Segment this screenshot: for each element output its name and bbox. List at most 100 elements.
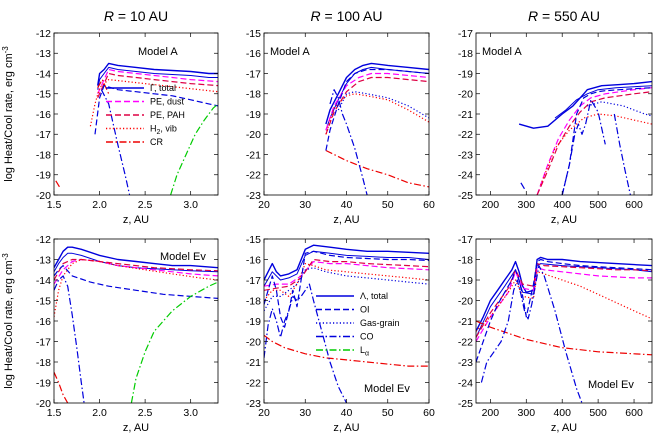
series-co-line	[520, 182, 526, 190]
series-pe_dust-line	[476, 267, 652, 342]
panel-1-1: 1.5 2.0 2.5 3.0 -20 -19 -18 -17 -16 -15 -14 -13 -12 z…	[1, 28, 219, 226]
series-h2-line	[540, 113, 652, 186]
model-label: Model Ev	[364, 383, 410, 395]
series-h2-line	[264, 263, 429, 301]
y-tick-label: -23	[246, 398, 261, 410]
y-tick-label: -15	[36, 295, 51, 307]
y-tick-label: -19	[458, 68, 473, 80]
y-tick-label: -20	[458, 89, 473, 101]
y-tick-label: -25	[458, 190, 473, 202]
x-tick-label: 200	[482, 407, 500, 419]
series-pe_pah-line	[325, 76, 429, 135]
x-tick-label: 1.5	[47, 199, 62, 211]
x-tick-label: 2.5	[138, 407, 153, 419]
x-tick-label: 20	[258, 407, 270, 419]
series-cr-line	[54, 372, 69, 403]
x-tick-label: 600	[625, 407, 643, 419]
x-axis-label: z, AU	[123, 422, 149, 434]
y-tick-label: -16	[246, 48, 261, 60]
series-oi-line	[264, 250, 429, 328]
y-tick-label: -23	[458, 149, 473, 161]
y-tick-label: -13	[36, 48, 51, 60]
y-tick-label: -18	[36, 149, 51, 161]
series-h2-line	[476, 271, 652, 332]
y-tick-label: -19	[36, 377, 51, 389]
x-tick-label: 500	[589, 199, 607, 211]
series-oi-line	[94, 84, 218, 135]
y-tick-label: -23	[246, 190, 261, 202]
series-group	[325, 62, 429, 195]
y-axis-label: log Heat/Cool rate, erg cm-3	[1, 46, 15, 182]
x-axis-label: z, AU	[551, 422, 577, 434]
x-tick-label: 40	[341, 407, 353, 419]
y-tick-label: -20	[246, 336, 261, 348]
series-gas_grain-line	[337, 91, 429, 119]
y-tick-label: -17	[36, 129, 51, 141]
series-oi-line	[476, 258, 652, 363]
panel-1-2: 20 30 40 50 60 -23 -22 -21 -20 -19 -18 -17 -16 -15 z, …	[246, 28, 435, 226]
x-tick-label: 40	[341, 199, 353, 211]
series-pe_dust-line	[325, 72, 429, 131]
y-tick-label: -15	[36, 89, 51, 101]
y-tick-label: -21	[458, 316, 473, 328]
y-tick-label: -25	[458, 398, 473, 410]
panel-2-2: 20 30 40 50 60 -23 -22 -21 -20 -19 -18 -17 -16 -15 z, …	[246, 234, 435, 434]
legend-label: OI	[360, 305, 370, 315]
y-tick-label: -18	[36, 357, 51, 369]
x-tick-label: 2.0	[92, 199, 107, 211]
x-tick-label: 400	[553, 199, 571, 211]
series-co-line	[264, 283, 348, 403]
y-tick-label: -20	[458, 295, 473, 307]
y-tick-label: -21	[246, 357, 261, 369]
model-label: Model Ev	[160, 251, 206, 263]
x-tick-label: 3.0	[183, 407, 198, 419]
y-tick-label: -17	[246, 275, 261, 287]
series-total-line	[325, 66, 429, 131]
series-lya-line	[170, 103, 218, 195]
series-total-line	[97, 66, 218, 90]
series-pe_dust-line	[54, 258, 218, 285]
legend-label: CR	[150, 137, 163, 147]
y-tick-label: -21	[458, 109, 473, 121]
x-tick-label: 60	[423, 199, 435, 211]
series-total-line	[264, 244, 429, 281]
y-tick-label: -12	[36, 28, 51, 40]
legend-label: Λ, total	[360, 291, 388, 301]
y-tick-label: -18	[458, 254, 473, 266]
x-tick-label: 20	[258, 199, 270, 211]
legend-label: Lα	[360, 345, 369, 358]
y-axis-label: log Heat/Cool rate, erg cm-3	[1, 253, 15, 389]
plot-frame	[53, 238, 219, 404]
y-tick-label: -17	[246, 68, 261, 80]
y-tick-label: -24	[458, 377, 473, 389]
model-label: Model A	[138, 46, 178, 58]
series-oi-line	[561, 87, 652, 195]
y-tick-label: -16	[36, 316, 51, 328]
series-cr-line	[325, 149, 429, 188]
x-tick-label: 3.0	[183, 199, 198, 211]
series-h2-line	[54, 258, 218, 318]
series-co-line	[613, 113, 631, 195]
series-gas_grain-line	[587, 101, 652, 117]
column-title-3: R = 550 AU	[528, 8, 600, 24]
series-pe_pah-line	[264, 258, 429, 291]
series-co-line	[54, 275, 85, 403]
y-tick-label: -17	[458, 234, 473, 246]
y-tick-label: -18	[458, 48, 473, 60]
x-tick-label: 300	[518, 199, 536, 211]
model-label: Model A	[270, 46, 310, 58]
y-tick-label: -20	[246, 129, 261, 141]
x-tick-label: 500	[589, 407, 607, 419]
plot-frame	[53, 32, 219, 196]
cooling-legend: Λ, total OI Gas-grain CO Lα	[316, 291, 400, 358]
series-total-line	[476, 256, 652, 332]
y-tick-label: -19	[246, 109, 261, 121]
y-tick-label: -22	[458, 129, 473, 141]
x-tick-label: 50	[382, 407, 394, 419]
x-tick-label: 2.5	[138, 199, 153, 211]
series-total-line	[54, 246, 218, 269]
x-tick-label: 60	[423, 407, 435, 419]
y-tick-label: -22	[458, 336, 473, 348]
series-pe_dust-line	[264, 261, 429, 287]
